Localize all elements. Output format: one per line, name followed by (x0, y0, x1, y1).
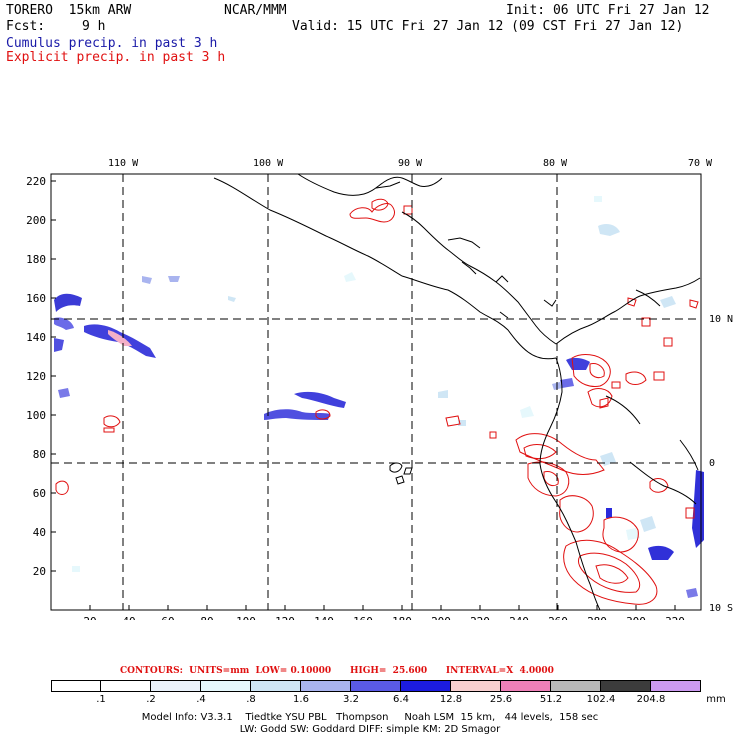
legend-swatch (500, 680, 551, 692)
x-axis: 20 40 60 80 100 120 140 160 180 200 220 … (83, 615, 685, 620)
y-tick-label: 20 (33, 565, 46, 578)
y-tick-label: 60 (33, 487, 46, 500)
x-tick-label: 120 (275, 615, 295, 620)
legend-level: 25.6 (489, 694, 513, 705)
lon-label: 70 W (688, 158, 713, 169)
legend-swatch (600, 680, 651, 692)
x-tick-label: 160 (353, 615, 373, 620)
y-tick-label: 140 (26, 331, 46, 344)
legend-swatch (150, 680, 201, 692)
legend-level: 204.8 (636, 694, 666, 705)
x-tick-label: 180 (392, 615, 412, 620)
precip-map: 110 W 100 W 90 W 80 W 70 W 10 N 0 10 S (26, 158, 733, 620)
legend-swatch (350, 680, 401, 692)
x-tick-label: 40 (122, 615, 135, 620)
legend-swatch (450, 680, 501, 692)
explicit-precip-label: Explicit precip. in past 3 h (6, 50, 226, 65)
graticule (51, 174, 701, 610)
map-frame (50, 173, 702, 611)
lat-label: 10 S (709, 603, 733, 614)
lon-label: 100 W (253, 158, 284, 169)
x-tick-label: 300 (626, 615, 646, 620)
model-info-line2: LW: Godd SW: Goddard DIFF: simple KM: 2D… (239, 724, 501, 735)
forecast-label: Fcst: (6, 19, 46, 34)
y-tick-label: 80 (33, 448, 46, 461)
precip-legend: CONTOURS: UNITS=mm LOW= 0.10000 HIGH= 25… (0, 660, 740, 740)
legend-level: .4 (196, 694, 206, 705)
y-tick-label: 200 (26, 214, 46, 227)
x-tick-label: 260 (548, 615, 568, 620)
legend-swatch (250, 680, 301, 692)
explicit-precip-contours (55, 198, 699, 605)
contour-info: CONTOURS: UNITS=mm LOW= 0.10000 HIGH= 25… (120, 666, 554, 676)
lat-label: 0 (709, 458, 715, 469)
x-tick-label: 320 (665, 615, 685, 620)
legend-level: 12.8 (439, 694, 463, 705)
valid-time: Valid: 15 UTC Fri 27 Jan 12 (09 CST Fri … (292, 19, 684, 34)
legend-swatch (650, 680, 701, 692)
y-tick-label: 220 (26, 175, 46, 188)
x-tick-label: 100 (236, 615, 256, 620)
legend-level: 51.2 (539, 694, 563, 705)
x-tick-label: 200 (431, 615, 451, 620)
legend-swatch (550, 680, 601, 692)
legend-swatch (100, 680, 151, 692)
y-tick-marks (51, 180, 56, 572)
x-tick-label: 140 (314, 615, 334, 620)
x-tick-label: 280 (587, 615, 607, 620)
cumulus-precip-label: Cumulus precip. in past 3 h (6, 36, 218, 51)
x-tick-label: 220 (470, 615, 490, 620)
x-tick-label: 80 (200, 615, 213, 620)
legend-level: 102.4 (586, 694, 616, 705)
lon-label: 110 W (108, 158, 139, 169)
legend-level: 1.6 (293, 694, 309, 705)
forecast-hours: 9 h (82, 19, 106, 34)
y-tick-label: 120 (26, 370, 46, 383)
legend-level: 3.2 (343, 694, 359, 705)
model-title: TORERO 15km ARW (6, 3, 132, 18)
x-tick-label: 240 (509, 615, 529, 620)
y-tick-label: 180 (26, 253, 46, 266)
lon-label: 80 W (543, 158, 568, 169)
center-name: NCAR/MMM (224, 3, 287, 18)
legend-level: 6.4 (393, 694, 409, 705)
legend-swatch (51, 680, 101, 692)
legend-level: .2 (146, 694, 156, 705)
model-info-line1: Model Info: V3.3.1 Tiedtke YSU PBL Thomp… (141, 712, 599, 723)
y-axis: 220 200 180 160 140 120 100 80 60 40 20 (26, 175, 46, 578)
x-tick-label: 60 (161, 615, 174, 620)
legend-swatch (200, 680, 251, 692)
x-tick-marks (89, 605, 676, 610)
lat-label: 10 N (709, 314, 733, 325)
lon-label: 90 W (398, 158, 423, 169)
legend-unit: mm (706, 694, 726, 705)
legend-swatch (400, 680, 451, 692)
legend-swatch (300, 680, 351, 692)
y-tick-label: 40 (33, 526, 46, 539)
coastlines (213, 173, 701, 611)
legend-level: .1 (96, 694, 106, 705)
legend-level: .8 (246, 694, 256, 705)
init-time: Init: 06 UTC Fri 27 Jan 12 (506, 3, 710, 18)
y-tick-label: 160 (26, 292, 46, 305)
y-tick-label: 100 (26, 409, 46, 422)
x-tick-label: 20 (83, 615, 96, 620)
cumulus-precip-areas (54, 196, 704, 598)
